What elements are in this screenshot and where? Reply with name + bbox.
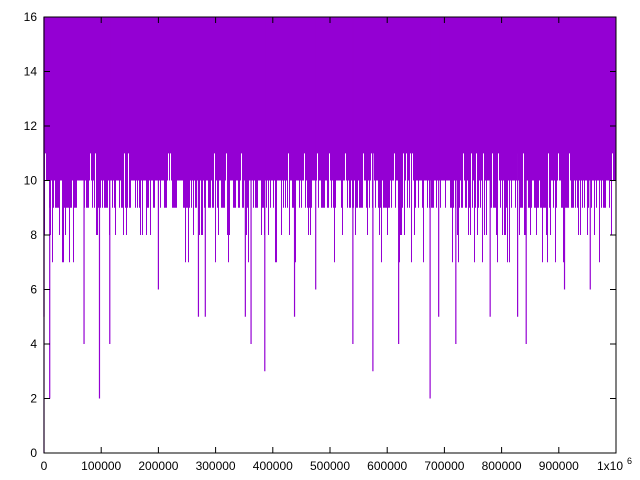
x-tick-label: 700000	[424, 459, 464, 473]
y-tick-label: 2	[30, 392, 37, 406]
x-tick-label: 600000	[367, 459, 407, 473]
y-tick-label: 8	[30, 228, 37, 242]
y-tick-label: 10	[24, 174, 38, 188]
y-axis-labels: 0 2 4 6 8 10 12 14 16	[24, 10, 38, 460]
y-tick-label: 14	[24, 65, 38, 79]
x-tick-label: 0	[41, 459, 48, 473]
y-tick-label: 12	[24, 119, 38, 133]
y-tick-label: 6	[30, 283, 37, 297]
y-tick-label: 0	[30, 446, 37, 460]
x-tick-label: 200000	[138, 459, 178, 473]
axis-ticks	[43, 16, 617, 454]
x-tick-label: 500000	[310, 459, 350, 473]
x-tick-label: 800000	[482, 459, 522, 473]
y-tick-label: 4	[30, 337, 37, 351]
x-tick-label: 100000	[81, 459, 121, 473]
series-line	[43, 17, 616, 453]
x-tick-exponent: 6	[627, 456, 632, 466]
x-axis-labels: 0 100000 200000 300000 400000 500000 600000 700…	[41, 456, 632, 473]
x-tick-label: 1x10	[597, 459, 623, 473]
x-tick-label: 900000	[539, 459, 579, 473]
y-tick-label: 16	[24, 10, 38, 24]
x-tick-label: 300000	[196, 459, 236, 473]
x-tick-label: 400000	[253, 459, 293, 473]
